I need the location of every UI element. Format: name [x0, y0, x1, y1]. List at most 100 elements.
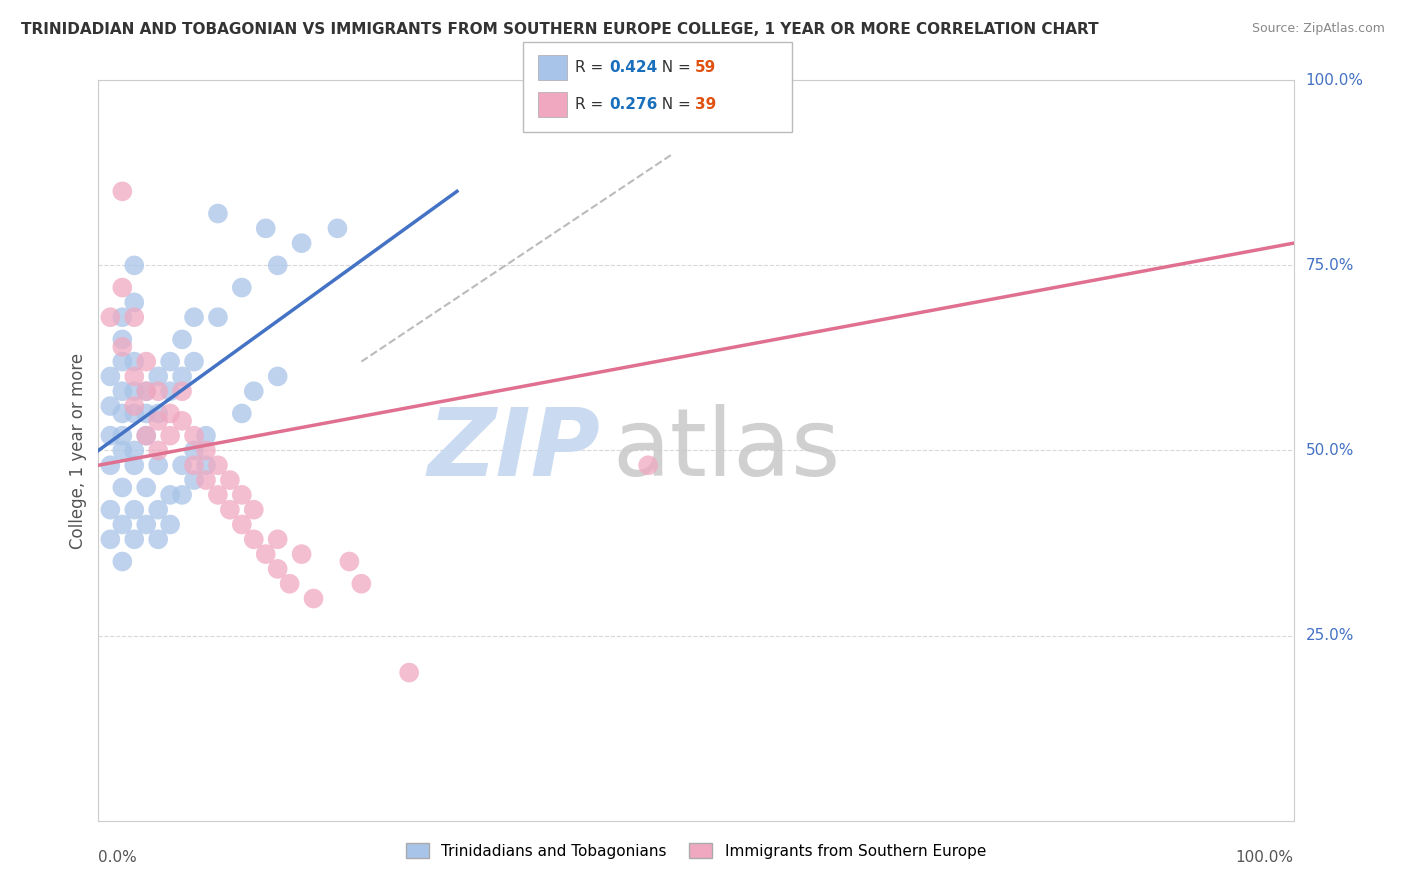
Point: [148, 502, 170, 516]
Text: atlas: atlas: [613, 404, 841, 497]
Point: [159, 354, 181, 368]
Point: [111, 555, 134, 569]
Text: R =: R =: [575, 97, 609, 112]
Point: [207, 310, 229, 325]
Point: [350, 576, 373, 591]
Point: [124, 399, 146, 413]
Point: [219, 502, 242, 516]
Point: [111, 340, 134, 354]
Point: [111, 310, 134, 325]
Point: [98, 428, 122, 442]
Point: [98, 502, 122, 516]
Point: [148, 458, 170, 473]
Text: 0.424: 0.424: [609, 61, 657, 75]
Text: TRINIDADIAN AND TOBAGONIAN VS IMMIGRANTS FROM SOUTHERN EUROPE COLLEGE, 1 YEAR OR: TRINIDADIAN AND TOBAGONIAN VS IMMIGRANTS…: [21, 22, 1098, 37]
Point: [183, 473, 205, 487]
Text: Source: ZipAtlas.com: Source: ZipAtlas.com: [1251, 22, 1385, 36]
Point: [124, 458, 146, 473]
Legend: Trinidadians and Tobagonians, Immigrants from Southern Europe: Trinidadians and Tobagonians, Immigrants…: [399, 837, 993, 865]
Point: [111, 517, 134, 532]
Point: [254, 221, 277, 235]
Point: [135, 428, 157, 442]
Point: [207, 488, 229, 502]
Point: [172, 384, 194, 399]
Point: [124, 443, 146, 458]
Point: [207, 206, 229, 220]
Point: [243, 533, 266, 547]
Point: [111, 354, 134, 368]
Point: [172, 488, 194, 502]
Point: [135, 384, 157, 399]
Point: [231, 407, 253, 421]
Point: [159, 517, 181, 532]
Point: [135, 384, 157, 399]
Point: [98, 458, 122, 473]
Point: [172, 414, 194, 428]
Point: [637, 458, 659, 473]
Text: 39: 39: [695, 97, 716, 112]
Point: [195, 428, 218, 442]
Point: [183, 428, 205, 442]
Point: [111, 280, 134, 294]
Point: [267, 562, 290, 576]
Point: [302, 591, 325, 606]
Point: [195, 458, 218, 473]
Text: 100.0%: 100.0%: [1236, 850, 1294, 865]
Point: [135, 407, 157, 421]
Point: [98, 399, 122, 413]
Point: [183, 443, 205, 458]
Point: [135, 517, 157, 532]
Point: [111, 184, 134, 198]
Point: [231, 517, 253, 532]
Point: [326, 221, 349, 235]
Text: 0.276: 0.276: [609, 97, 657, 112]
Point: [159, 407, 181, 421]
Point: [195, 473, 218, 487]
Point: [339, 555, 361, 569]
Point: [219, 473, 242, 487]
Point: [291, 547, 314, 561]
Point: [111, 443, 134, 458]
Point: [148, 369, 170, 384]
Point: [124, 295, 146, 310]
Point: [159, 488, 181, 502]
Text: 75.0%: 75.0%: [1306, 258, 1354, 273]
Point: [124, 310, 146, 325]
Point: [135, 480, 157, 494]
Text: 59: 59: [695, 61, 716, 75]
Text: 0.0%: 0.0%: [98, 850, 138, 865]
Point: [111, 407, 134, 421]
Point: [148, 533, 170, 547]
Point: [183, 310, 205, 325]
Text: 25.0%: 25.0%: [1306, 628, 1354, 643]
Point: [124, 384, 146, 399]
Point: [267, 369, 290, 384]
Point: [172, 458, 194, 473]
Point: [172, 369, 194, 384]
Point: [267, 259, 290, 273]
Point: [124, 533, 146, 547]
Point: [159, 428, 181, 442]
Text: 100.0%: 100.0%: [1306, 73, 1364, 87]
Point: [98, 533, 122, 547]
Point: [183, 354, 205, 368]
Point: [111, 384, 134, 399]
Point: [207, 458, 229, 473]
Point: [195, 443, 218, 458]
Point: [124, 259, 146, 273]
Point: [398, 665, 420, 680]
Point: [135, 354, 157, 368]
Point: [124, 369, 146, 384]
Point: [231, 280, 253, 294]
Point: [291, 236, 314, 251]
Point: [148, 384, 170, 399]
Point: [159, 384, 181, 399]
Text: R =: R =: [575, 61, 609, 75]
Point: [148, 414, 170, 428]
Point: [183, 458, 205, 473]
Point: [243, 502, 266, 516]
Text: ZIP: ZIP: [427, 404, 600, 497]
Point: [111, 428, 134, 442]
Y-axis label: College, 1 year or more: College, 1 year or more: [69, 352, 87, 549]
Point: [111, 480, 134, 494]
